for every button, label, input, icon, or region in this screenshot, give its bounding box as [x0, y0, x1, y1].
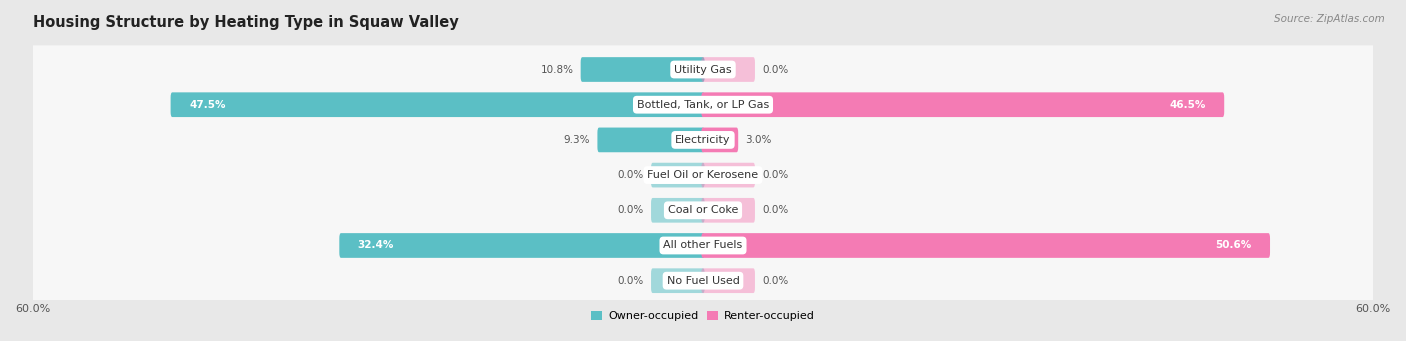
FancyBboxPatch shape [702, 198, 755, 223]
Text: 3.0%: 3.0% [745, 135, 772, 145]
FancyBboxPatch shape [24, 151, 1382, 199]
Text: 0.0%: 0.0% [617, 276, 644, 286]
Text: 0.0%: 0.0% [762, 205, 789, 215]
Text: 50.6%: 50.6% [1215, 240, 1251, 251]
FancyBboxPatch shape [24, 221, 1382, 270]
FancyBboxPatch shape [24, 256, 1382, 305]
Text: 0.0%: 0.0% [762, 64, 789, 75]
FancyBboxPatch shape [702, 268, 755, 293]
FancyBboxPatch shape [581, 57, 704, 82]
Text: Housing Structure by Heating Type in Squaw Valley: Housing Structure by Heating Type in Squ… [32, 15, 458, 30]
Text: 0.0%: 0.0% [762, 276, 789, 286]
Legend: Owner-occupied, Renter-occupied: Owner-occupied, Renter-occupied [586, 307, 820, 326]
FancyBboxPatch shape [651, 198, 704, 223]
FancyBboxPatch shape [702, 233, 1270, 258]
Text: No Fuel Used: No Fuel Used [666, 276, 740, 286]
Text: 9.3%: 9.3% [564, 135, 591, 145]
Text: 0.0%: 0.0% [617, 205, 644, 215]
FancyBboxPatch shape [651, 268, 704, 293]
Text: Source: ZipAtlas.com: Source: ZipAtlas.com [1274, 14, 1385, 24]
Text: Utility Gas: Utility Gas [675, 64, 731, 75]
FancyBboxPatch shape [24, 186, 1382, 235]
Text: 10.8%: 10.8% [540, 64, 574, 75]
Text: 47.5%: 47.5% [188, 100, 225, 110]
FancyBboxPatch shape [702, 92, 1225, 117]
Text: 0.0%: 0.0% [762, 170, 789, 180]
Text: 32.4%: 32.4% [357, 240, 394, 251]
FancyBboxPatch shape [24, 80, 1382, 129]
FancyBboxPatch shape [24, 45, 1382, 94]
Text: 46.5%: 46.5% [1170, 100, 1206, 110]
FancyBboxPatch shape [651, 163, 704, 188]
Text: 0.0%: 0.0% [617, 170, 644, 180]
Text: Bottled, Tank, or LP Gas: Bottled, Tank, or LP Gas [637, 100, 769, 110]
FancyBboxPatch shape [24, 116, 1382, 164]
FancyBboxPatch shape [598, 128, 704, 152]
FancyBboxPatch shape [170, 92, 704, 117]
Text: Electricity: Electricity [675, 135, 731, 145]
Text: All other Fuels: All other Fuels [664, 240, 742, 251]
Text: Fuel Oil or Kerosene: Fuel Oil or Kerosene [647, 170, 759, 180]
FancyBboxPatch shape [339, 233, 704, 258]
FancyBboxPatch shape [702, 163, 755, 188]
Text: Coal or Coke: Coal or Coke [668, 205, 738, 215]
FancyBboxPatch shape [702, 128, 738, 152]
FancyBboxPatch shape [702, 57, 755, 82]
